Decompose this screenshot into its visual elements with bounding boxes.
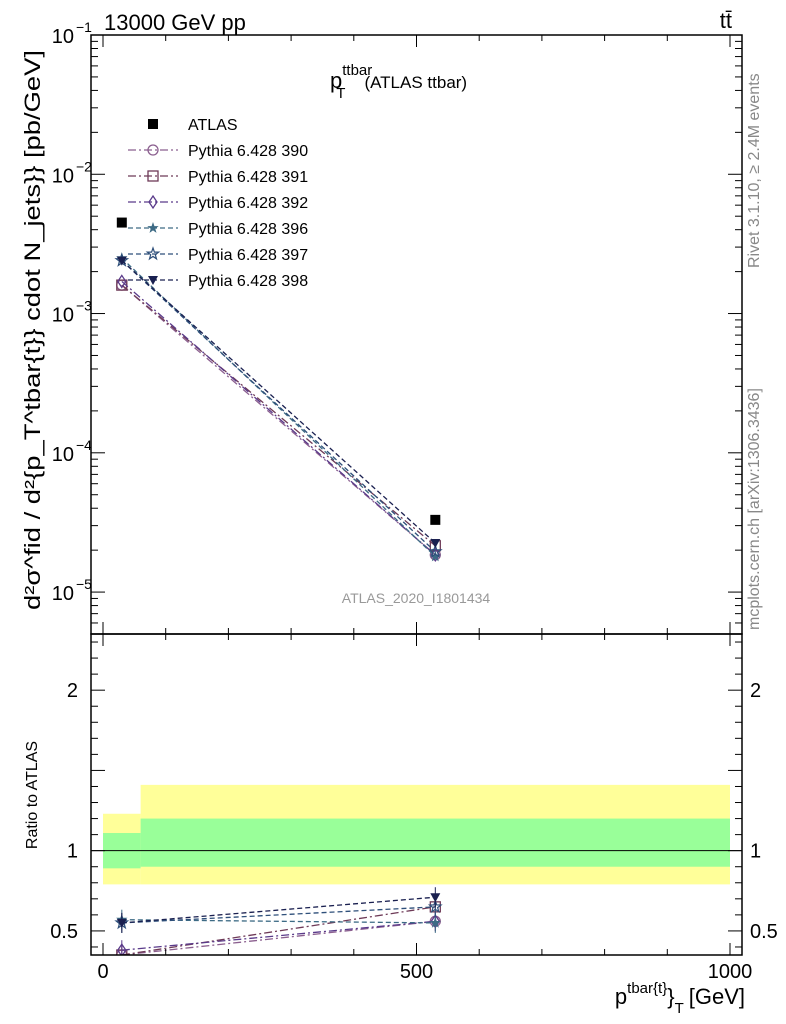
main-point-6-1 <box>430 539 441 549</box>
rtick-label-2: 2 <box>67 680 78 702</box>
main-point-6-0 <box>116 256 127 266</box>
mcplots-label: mcplots.cern.ch [arXiv:1306.3436] <box>746 388 763 630</box>
xtick-label-0: 0 <box>97 961 108 983</box>
xtick-label-500: 500 <box>400 961 433 983</box>
legend-label-3: Pythia 6.428 392 <box>188 195 308 212</box>
xtick-label-1000: 1000 <box>708 961 753 983</box>
watermark: ATLAS_2020_I1801434 <box>342 590 491 606</box>
title-sup: ttbar <box>342 62 372 79</box>
main-line-4 <box>121 257 436 557</box>
main-ylabel: d²σ^fid / d²{p_T^tbar{t}} cdot N_jets}} … <box>20 50 45 610</box>
main-line-1 <box>121 284 436 556</box>
main-point-4-1 <box>429 550 441 562</box>
main-point-0-0 <box>116 217 127 228</box>
ytick-label--1: 10 <box>52 26 74 48</box>
rivet-label: Rivet 3.1.10, ≥ 2.4M events <box>746 73 763 268</box>
ytick-exp--3: −3 <box>76 298 92 314</box>
ratio-ylabel: Ratio to ATLAS <box>24 741 41 849</box>
xlabel-sup: tbar{t} <box>627 980 667 997</box>
ytick-label--4: 10 <box>52 444 74 466</box>
rtick-label-1: 1 <box>67 841 78 863</box>
rtick-label-0.5: 0.5 <box>50 921 78 943</box>
legend-marker-3 <box>148 194 158 210</box>
ratio-point-5-1 <box>430 893 441 903</box>
ytick-label--2: 10 <box>52 165 74 187</box>
main-point-5-1 <box>427 543 443 558</box>
legend-marker-4 <box>147 222 159 233</box>
ratio-line-3 <box>121 919 436 924</box>
ratio-point-3-1 <box>429 916 441 928</box>
ratio-line-4 <box>121 906 436 924</box>
ratio-band-inner-1 <box>140 818 730 867</box>
main-line-6 <box>121 260 436 544</box>
legend-label-5: Pythia 6.428 397 <box>188 247 308 264</box>
rtick-label-right-2: 2 <box>750 680 761 702</box>
ratio-point-2-0 <box>117 943 127 955</box>
title-main: p <box>330 68 342 93</box>
main-point-0-1 <box>430 514 441 525</box>
title-sub: T <box>336 85 345 102</box>
ytick-label--3: 10 <box>52 305 74 327</box>
ytick-exp--4: −4 <box>76 437 92 453</box>
rtick-label-right-1: 1 <box>750 841 761 863</box>
ytick-exp--2: −2 <box>76 158 92 174</box>
title-suffix: (ATLAS ttbar) <box>364 73 467 92</box>
ratio-line-1 <box>121 906 436 955</box>
ratio-point-4-1 <box>427 899 443 914</box>
legend-label-1: Pythia 6.428 390 <box>188 143 308 160</box>
ytick-exp--5: −5 <box>76 576 92 592</box>
legend-marker-5 <box>145 246 161 261</box>
xlabel-main: p <box>615 984 627 1009</box>
ratio-line-0 <box>121 920 436 955</box>
ytick-label--5: 10 <box>52 583 74 605</box>
main-line-3 <box>121 280 436 556</box>
legend-marker-0 <box>148 119 158 129</box>
xlabel-sub: T <box>675 1000 684 1017</box>
process-label: tt̄ <box>720 8 732 33</box>
energy-label: 13000 GeV pp <box>104 10 246 35</box>
main-line-2 <box>121 284 436 547</box>
ytick-exp--1: −1 <box>76 19 92 35</box>
main-line-5 <box>121 260 436 553</box>
legend-label-4: Pythia 6.428 396 <box>188 221 308 238</box>
ratio-series-group <box>114 887 443 955</box>
legend-label-2: Pythia 6.428 391 <box>188 169 308 186</box>
legend-label-0: ATLAS <box>188 117 238 134</box>
legend-label-6: Pythia 6.428 398 <box>188 273 308 290</box>
chart-title: pttbar T (ATLAS ttbar) <box>330 62 467 102</box>
ratio-line-5 <box>121 896 436 924</box>
legend-marker-2 <box>147 170 159 182</box>
main-point-3-0 <box>117 274 127 289</box>
legend-marker-1 <box>147 144 159 156</box>
rtick-label-right-0.5: 0.5 <box>750 921 778 943</box>
ratio-line-2 <box>121 920 436 951</box>
xlabel-rest: } <box>667 984 674 1009</box>
xlabel: ptbar{t}}T [GeV] <box>615 980 745 1017</box>
xlabel-unit: [GeV] <box>689 984 745 1009</box>
legend-marker-6 <box>148 276 158 285</box>
legend: ATLAS Pythia 6.428 390 Pythia 6.428 391 Pyt… <box>128 117 308 290</box>
ratio-point-5-0 <box>116 918 127 928</box>
